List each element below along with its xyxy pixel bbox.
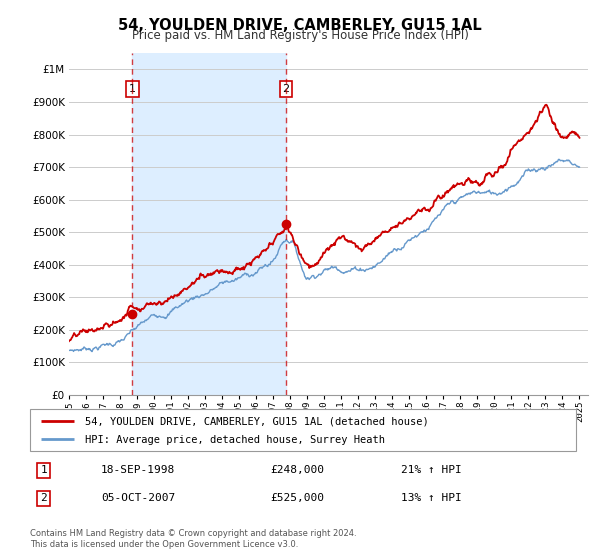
Text: Price paid vs. HM Land Registry's House Price Index (HPI): Price paid vs. HM Land Registry's House … [131, 29, 469, 42]
Text: 2: 2 [40, 493, 47, 503]
Text: 54, YOULDEN DRIVE, CAMBERLEY, GU15 1AL: 54, YOULDEN DRIVE, CAMBERLEY, GU15 1AL [118, 18, 482, 33]
Text: 2: 2 [283, 84, 290, 94]
Text: HPI: Average price, detached house, Surrey Heath: HPI: Average price, detached house, Surr… [85, 435, 385, 445]
Text: 1: 1 [129, 84, 136, 94]
Text: £248,000: £248,000 [270, 465, 324, 475]
Text: 1: 1 [40, 465, 47, 475]
Text: 18-SEP-1998: 18-SEP-1998 [101, 465, 175, 475]
Text: £525,000: £525,000 [270, 493, 324, 503]
Bar [133, 53, 286, 395]
Text: 13% ↑ HPI: 13% ↑ HPI [401, 493, 462, 503]
Text: 21% ↑ HPI: 21% ↑ HPI [401, 465, 462, 475]
FancyBboxPatch shape [30, 409, 576, 451]
Text: 54, YOULDEN DRIVE, CAMBERLEY, GU15 1AL (detached house): 54, YOULDEN DRIVE, CAMBERLEY, GU15 1AL (… [85, 417, 428, 426]
Text: 05-OCT-2007: 05-OCT-2007 [101, 493, 175, 503]
Text: Contains HM Land Registry data © Crown copyright and database right 2024.
This d: Contains HM Land Registry data © Crown c… [30, 529, 356, 549]
